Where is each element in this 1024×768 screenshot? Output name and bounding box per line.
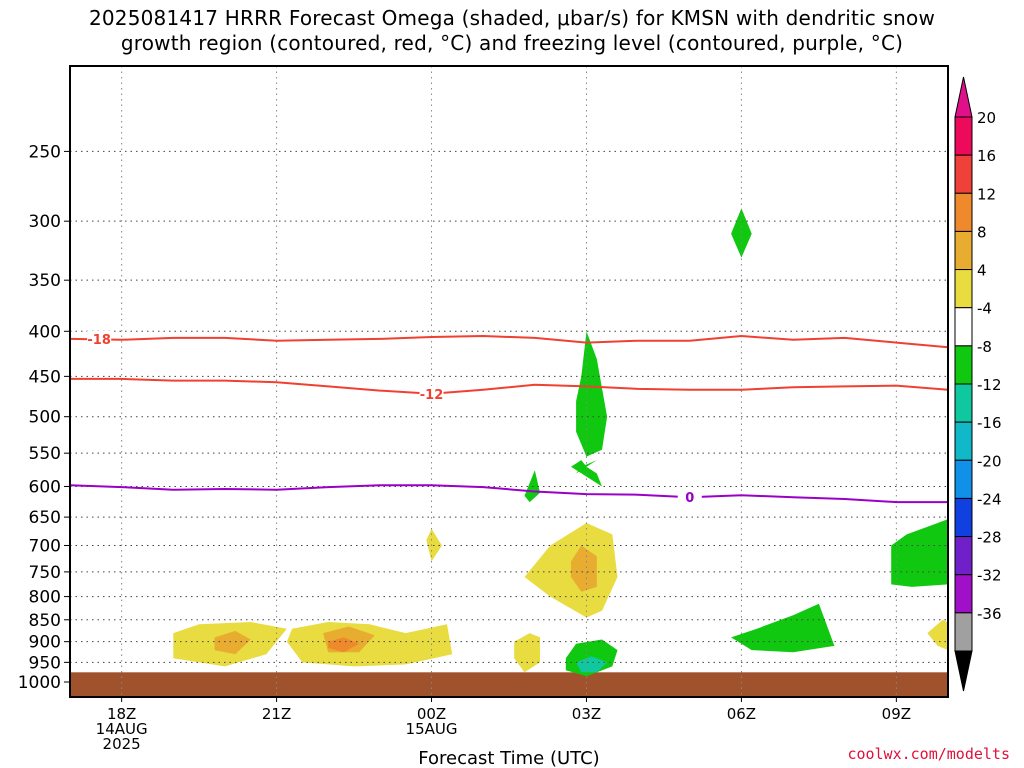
colorbar-label-1: 16 bbox=[977, 147, 996, 165]
colorbar-label-4: 4 bbox=[977, 262, 987, 280]
colorbar-bin-4 bbox=[954, 269, 973, 309]
peak-positive-cell-0 bbox=[328, 637, 360, 653]
y-tick-label-1000: 1000 bbox=[18, 673, 61, 693]
contour-label-1: -12 bbox=[420, 388, 444, 403]
colorbar-bin-1 bbox=[954, 154, 973, 194]
colorbar-bin-2 bbox=[954, 192, 973, 232]
negative-cells-6 bbox=[731, 603, 835, 653]
x-tick-label-27-0: 03Z bbox=[572, 705, 601, 723]
inner-positive-cells-0 bbox=[214, 630, 251, 655]
y-tick-label-800: 800 bbox=[29, 588, 61, 608]
colorbar-label-8: -16 bbox=[977, 414, 1002, 432]
negative-cells-0 bbox=[576, 331, 608, 457]
colorbar-bin-5 bbox=[954, 307, 973, 347]
negative-cells-2 bbox=[576, 460, 597, 474]
negative-cells-7 bbox=[891, 519, 948, 587]
upper-positive-cells-5 bbox=[927, 619, 948, 651]
y-tick-label-850: 850 bbox=[29, 611, 61, 631]
colorbar-bin-10 bbox=[954, 497, 973, 538]
colorbar-label-11: -28 bbox=[977, 529, 1002, 547]
contour-label-bg-1 bbox=[419, 385, 444, 401]
colorbar-label-13: -36 bbox=[977, 605, 1002, 623]
y-tick-label-250: 250 bbox=[29, 142, 61, 162]
credit-link[interactable]: coolwx.com/modelts bbox=[847, 745, 1010, 763]
x-tick-label-24-1: 15AUG bbox=[406, 720, 458, 738]
colorbar-label-7: -12 bbox=[977, 376, 1002, 394]
colorbar-label-0: 20 bbox=[977, 109, 996, 127]
strong-negative-cell-0 bbox=[576, 656, 608, 673]
y-tick-label-300: 300 bbox=[29, 212, 61, 232]
colorbar-label-10: -24 bbox=[977, 490, 1002, 508]
x-tick-label-30-0: 06Z bbox=[727, 705, 756, 723]
x-tick-label-24-0: 00Z bbox=[417, 705, 446, 723]
x-axis-title: Forecast Time (UTC) bbox=[418, 748, 599, 768]
contour-label-2: 0 bbox=[685, 491, 694, 506]
colorbar-bin-9 bbox=[954, 459, 973, 499]
y-tick-label-350: 350 bbox=[29, 271, 61, 291]
colorbar-label-9: -20 bbox=[977, 452, 1002, 470]
colorbar-label-5: -4 bbox=[977, 300, 992, 318]
colorbar-bin-3 bbox=[954, 230, 973, 271]
y-tick-label-400: 400 bbox=[29, 322, 61, 342]
upper-positive-cells-1 bbox=[286, 622, 453, 667]
colorbar-label-2: 12 bbox=[977, 185, 996, 203]
colorbar-bottom-cap bbox=[954, 650, 973, 692]
colorbar-bin-13 bbox=[954, 612, 973, 652]
upper-positive-cells-3 bbox=[514, 633, 540, 673]
contour-line-0 bbox=[70, 334, 948, 349]
contour-label-0: -18 bbox=[87, 333, 111, 348]
contour-line-1 bbox=[70, 377, 948, 395]
x-tick-label-18-2: 2025 bbox=[103, 735, 141, 753]
colorbar-bin-11 bbox=[954, 536, 973, 576]
x-tick-label-18-0: 18Z bbox=[107, 705, 136, 723]
x-tick-label-33-0: 09Z bbox=[882, 705, 911, 723]
contour-label-bg-0 bbox=[87, 330, 112, 346]
plot-area: -18 -12 0 bbox=[70, 66, 948, 697]
y-tick-label-650: 650 bbox=[29, 508, 61, 528]
y-tick-label-750: 750 bbox=[29, 563, 61, 583]
negative-cells-4 bbox=[731, 208, 752, 258]
chart-title: 2025081417 HRRR Forecast Omega (shaded, … bbox=[0, 6, 1024, 56]
y-tick-label-700: 700 bbox=[29, 536, 61, 556]
x-tick-label-18-1: 14AUG bbox=[96, 720, 148, 738]
colorbar-bin-6 bbox=[954, 345, 973, 385]
chart-title-line1: 2025081417 HRRR Forecast Omega (shaded, … bbox=[88, 6, 936, 30]
colorbar-top-cap bbox=[954, 76, 973, 118]
colorbar-bin-12 bbox=[954, 574, 973, 614]
plot-frame bbox=[69, 65, 949, 698]
colorbar-label-6: -8 bbox=[977, 338, 992, 356]
y-tick-label-450: 450 bbox=[29, 367, 61, 387]
y-tick-label-550: 550 bbox=[29, 444, 61, 464]
contour-line-2 bbox=[70, 484, 948, 504]
chart-title-line2: growth region (contoured, red, °C) and f… bbox=[120, 31, 904, 55]
colorbar-bin-7 bbox=[954, 383, 973, 423]
contour-label-bg-2 bbox=[677, 489, 702, 505]
inner-positive-cells-2 bbox=[571, 545, 597, 592]
ground-band bbox=[70, 672, 948, 697]
colorbar-bin-0 bbox=[954, 116, 973, 156]
colorbar-label-3: 8 bbox=[977, 223, 987, 241]
y-tick-label-600: 600 bbox=[29, 477, 61, 497]
colorbar-bin-8 bbox=[954, 421, 973, 461]
colorbar-label-12: -32 bbox=[977, 567, 1002, 585]
y-tick-label-950: 950 bbox=[29, 653, 61, 673]
x-tick-label-21-0: 21Z bbox=[262, 705, 291, 723]
y-tick-label-500: 500 bbox=[29, 408, 61, 428]
y-tick-label-900: 900 bbox=[29, 633, 61, 653]
